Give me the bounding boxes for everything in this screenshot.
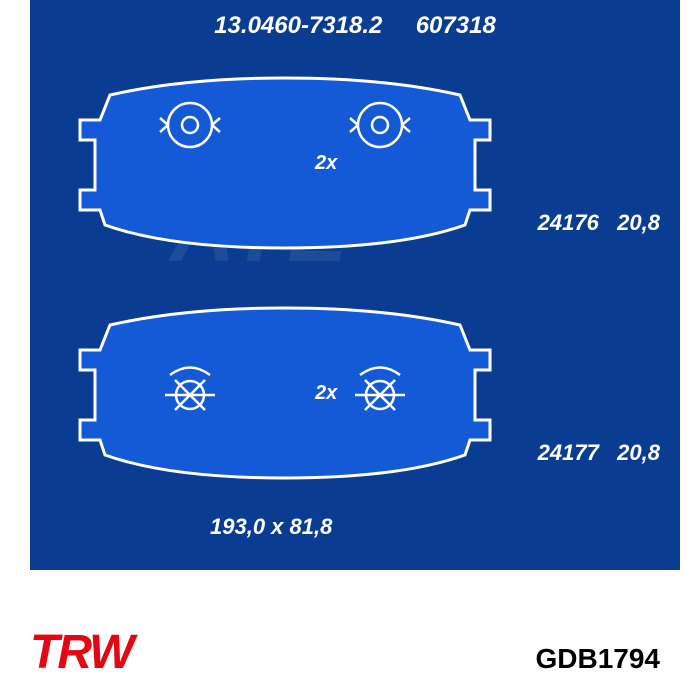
technical-diagram: ATE 13.0460-7318.2 607318 2x 24176 20,8 (30, 0, 680, 570)
qty-label-top: 2x (315, 152, 337, 175)
brake-pad-bottom-svg (70, 300, 500, 490)
qty-label-bottom: 2x (315, 382, 337, 405)
brand-logo: TRW (30, 625, 132, 680)
pad-code-bottom-num: 24177 (538, 440, 599, 465)
part-ref-1: 13.0460-7318.2 (214, 12, 382, 39)
pad-thick-bottom: 20,8 (617, 440, 660, 465)
pad-thick-top: 20,8 (617, 210, 660, 235)
pad-code-top-num: 24176 (538, 210, 599, 235)
part-ref-2: 607318 (416, 12, 496, 39)
header-part-numbers: 13.0460-7318.2 607318 (30, 12, 680, 40)
brake-pad-top: 2x (70, 70, 500, 260)
pad-code-top: 24176 20,8 (538, 210, 660, 236)
brake-pad-top-svg (70, 70, 500, 260)
brake-pad-bottom: 2x (70, 300, 500, 490)
pad-code-bottom: 24177 20,8 (538, 440, 660, 466)
dimensions-label: 193,0 x 81,8 (210, 514, 332, 540)
footer-part-code: GDB1794 (535, 643, 660, 675)
